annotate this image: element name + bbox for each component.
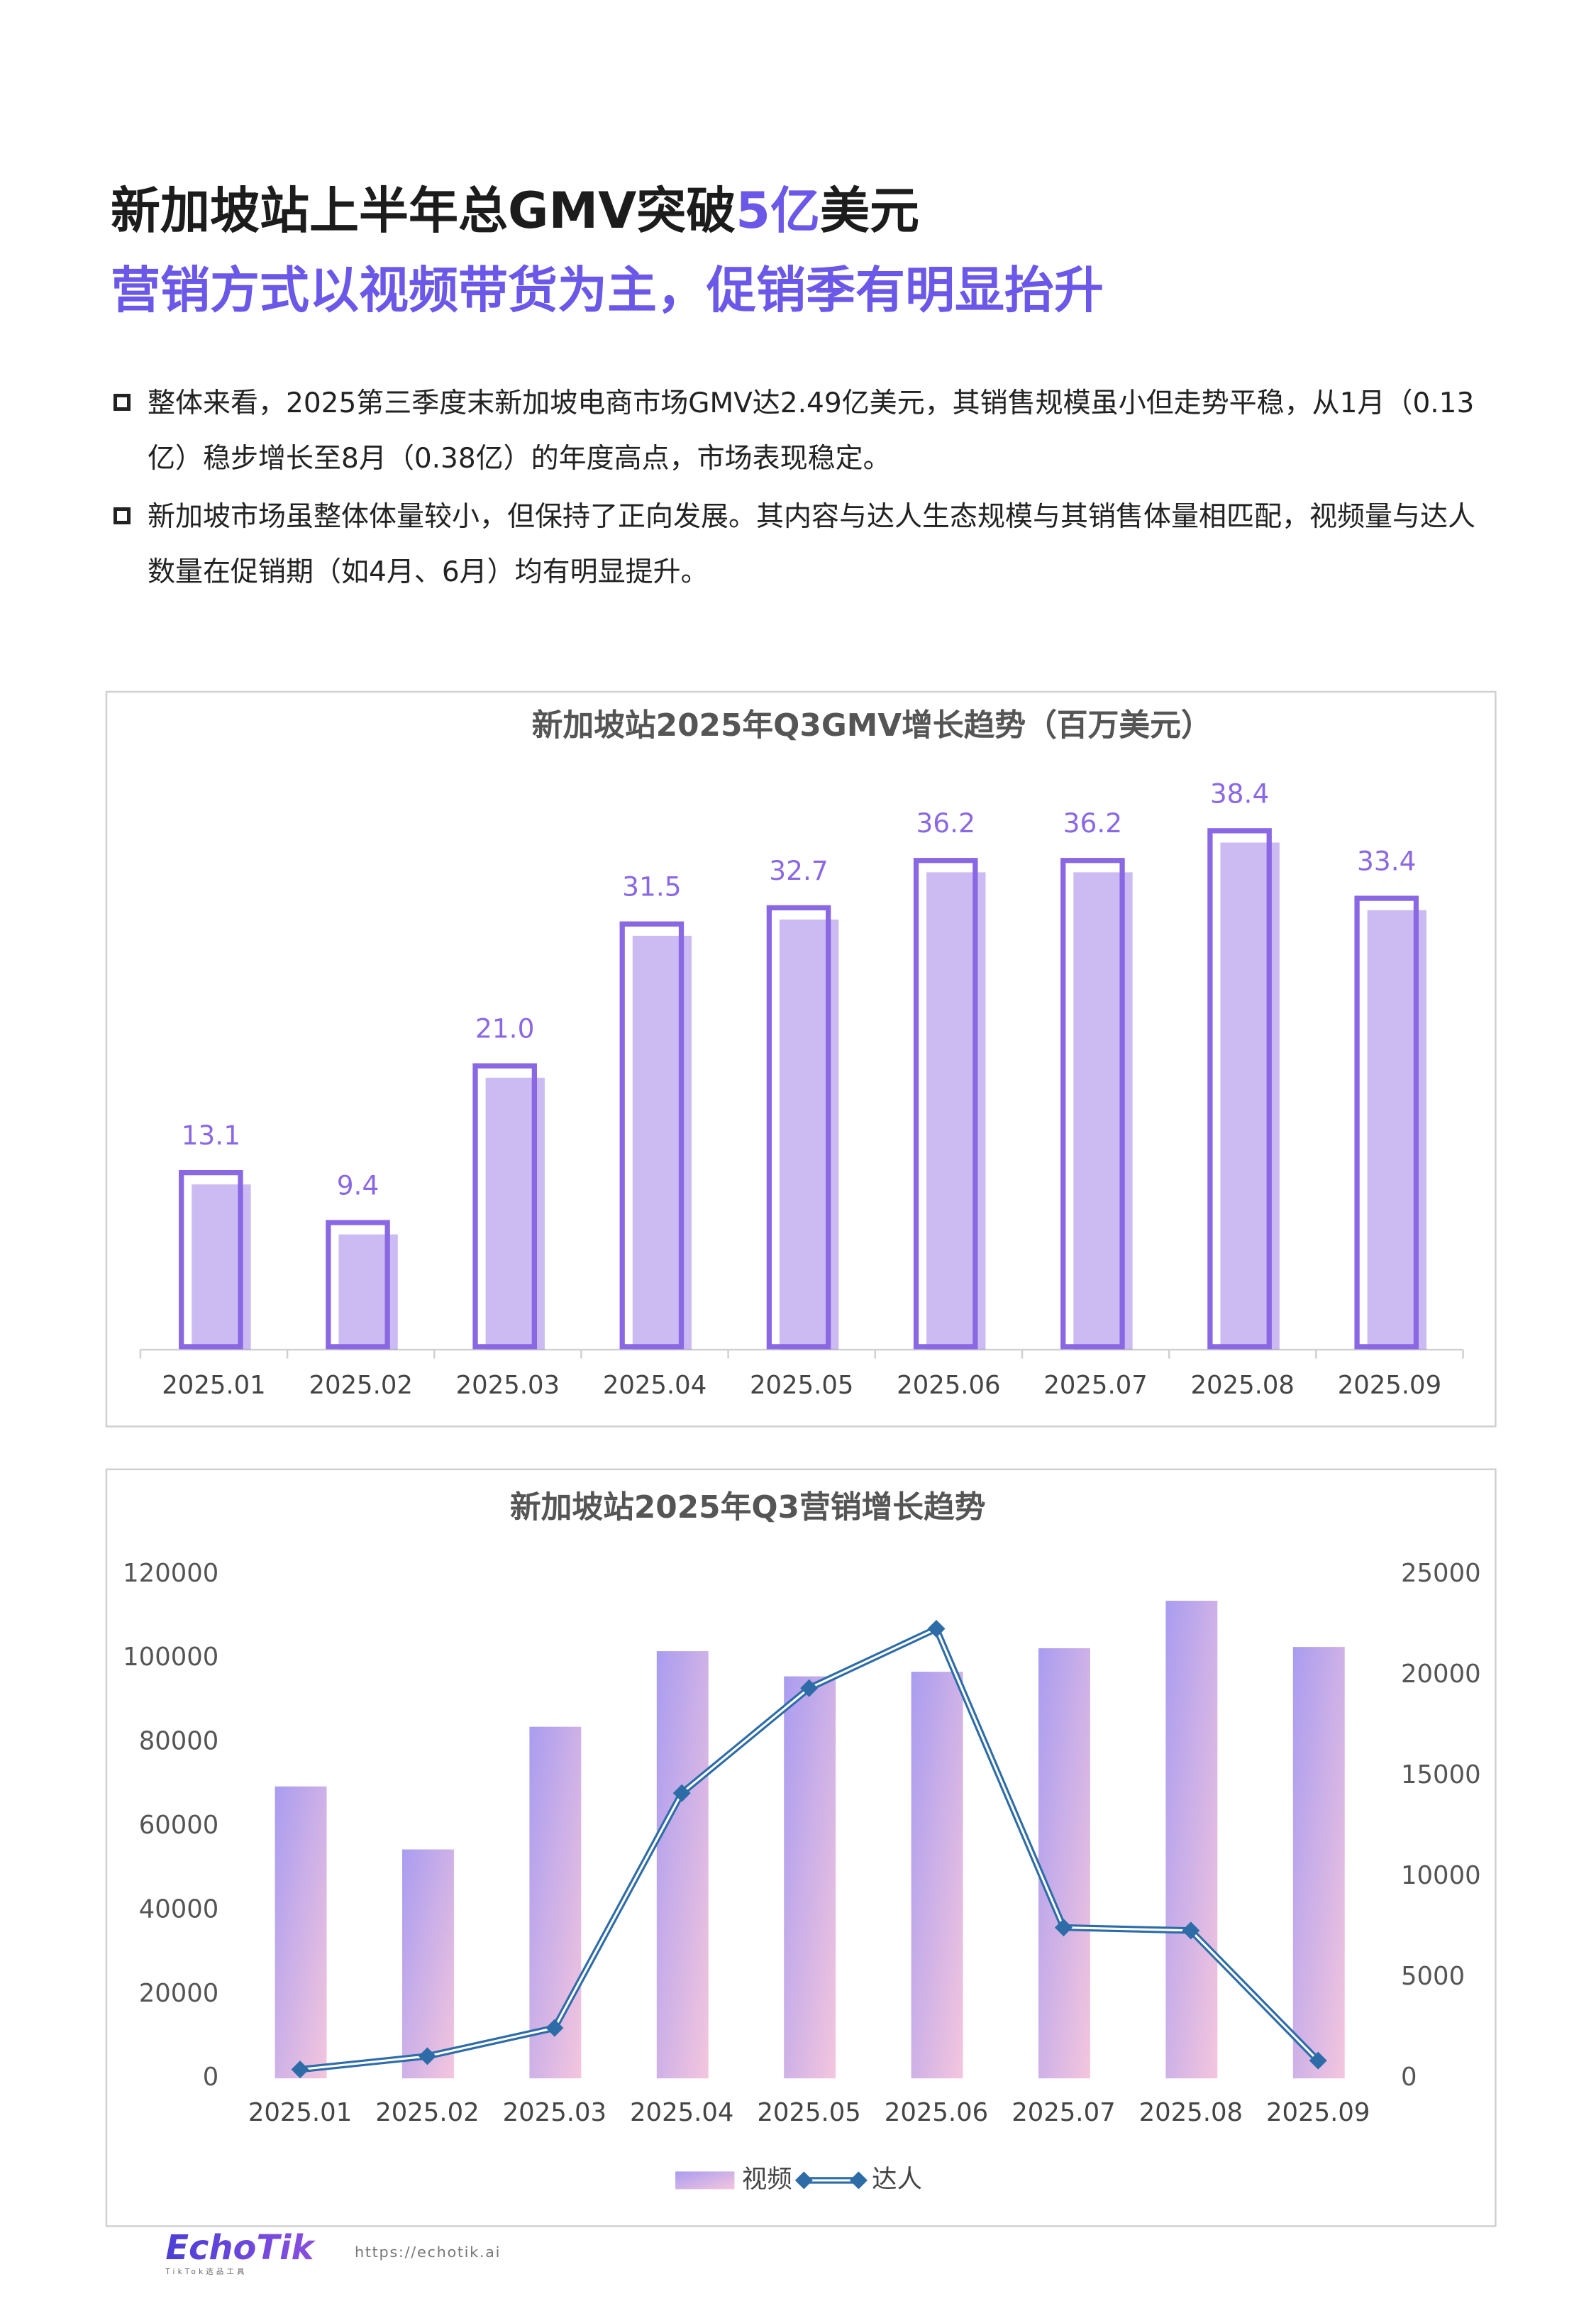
bullet: 整体来看，2025第三季度末新加坡电商市场GMV达2.49亿美元，其销售规模虽小… [113, 376, 1492, 487]
subtitle: 营销方式以视频带货为主，促销季有明显抬升 [111, 261, 1104, 319]
logo: EchoTik [165, 2229, 316, 2268]
y2-tick-label: 20000 [1401, 1660, 1481, 1689]
value-label: 31.5 [622, 871, 681, 903]
title-part: 美元 [820, 182, 920, 240]
legend-label: 视频 [742, 2165, 792, 2194]
value-label: 32.7 [769, 855, 829, 886]
url: https://echotik.ai [355, 2244, 501, 2261]
x-tick-label: 2025.07 [1043, 1371, 1147, 1400]
x-tick-label: 2025.06 [897, 1371, 1000, 1400]
legend-marker [794, 2171, 813, 2190]
point [1182, 1921, 1200, 1940]
bar-outline [1207, 828, 1272, 1350]
x-tick-label: 2025.01 [162, 1371, 265, 1400]
legend-swatch [675, 2171, 735, 2190]
x-tick-label: 2025.08 [1191, 1371, 1295, 1400]
point [1309, 2051, 1327, 2070]
x-tick-label: 2025.01 [248, 2098, 352, 2127]
bar-outline [1060, 858, 1125, 1350]
point [672, 1784, 691, 1802]
y2-tick-label: 25000 [1401, 1559, 1481, 1588]
x-tick-label: 2025.02 [375, 2098, 479, 2127]
y2-tick-label: 0 [1401, 2063, 1417, 2092]
x-tick-label: 2025.06 [885, 2098, 988, 2127]
bar-outline [766, 905, 831, 1350]
bar-outline [472, 1063, 538, 1350]
x-tick-label: 2025.03 [456, 1371, 560, 1400]
bar-outline [326, 1220, 390, 1350]
x-tick-label: 2025.07 [1012, 2098, 1115, 2127]
y2-tick-label: 5000 [1401, 1962, 1465, 1991]
x-tick-label: 2025.05 [757, 2098, 860, 2127]
bar [911, 1672, 963, 2079]
point [291, 2060, 309, 2079]
bar [656, 1651, 709, 2079]
y-tick-label: 20000 [139, 1979, 219, 2008]
x-tick-label: 2025.02 [309, 1371, 412, 1400]
bar [275, 1786, 327, 2079]
bar [1165, 1601, 1218, 2079]
y-tick-label: 60000 [139, 1811, 219, 1840]
x-tick-label: 2025.09 [1266, 2098, 1370, 2127]
x-tick-label: 2025.04 [603, 1371, 706, 1400]
bar-outline [1354, 895, 1419, 1350]
point [927, 1619, 946, 1638]
value-label: 13.1 [182, 1120, 240, 1151]
chart-frame [105, 690, 1497, 1428]
y-tick-label: 80000 [139, 1727, 219, 1756]
x-tick-label: 2025.08 [1139, 2098, 1243, 2127]
value-label: 9.4 [337, 1170, 379, 1201]
x-tick-label: 2025.03 [503, 2098, 606, 2127]
logo-tagline: TikTok选品工具 [165, 2267, 247, 2276]
point [1054, 1919, 1073, 1937]
value-label: 21.0 [475, 1013, 534, 1044]
y-tick-label: 120000 [123, 1559, 218, 1588]
y2-tick-label: 10000 [1401, 1861, 1481, 1890]
y-tick-label: 0 [203, 2063, 219, 2092]
legend-marker [849, 2171, 868, 2190]
value-label: 36.2 [916, 807, 975, 839]
bar [1292, 1647, 1345, 2079]
x-tick-label: 2025.09 [1338, 1371, 1441, 1400]
title-highlight: 5亿 [736, 182, 821, 240]
bar [784, 1676, 836, 2079]
bar-outline [913, 858, 978, 1350]
y-tick-label: 40000 [139, 1894, 219, 1924]
chart-frame [105, 1468, 1497, 2227]
legend-label: 达人 [872, 2165, 922, 2194]
y-tick-label: 100000 [123, 1643, 218, 1672]
point [800, 1679, 819, 1697]
x-tick-label: 2025.04 [630, 2098, 733, 2127]
bar [402, 1849, 454, 2079]
bar-outline [619, 921, 685, 1350]
title-part: 新加坡站上半年总GMV突破 [111, 182, 736, 240]
title: 新加坡站上半年总GMV突破5亿美元 [111, 179, 919, 243]
bar-outline [179, 1169, 243, 1350]
value-label: 33.4 [1357, 846, 1417, 877]
chart-title: 新加坡站2025年Q3GMV增长趋势（百万美元） [532, 707, 1212, 744]
point [418, 2047, 436, 2065]
bullet: 新加坡市场虽整体体量较小，但保持了正向发展。其内容与达人生态规模与其销售体量相匹… [113, 490, 1492, 600]
chart-title: 新加坡站2025年Q3营销增长趋势 [510, 1489, 986, 1526]
bar [1038, 1648, 1090, 2079]
value-label: 36.2 [1063, 807, 1123, 839]
y2-tick-label: 15000 [1401, 1760, 1481, 1789]
point [545, 2019, 564, 2037]
x-tick-label: 2025.05 [750, 1371, 853, 1400]
value-label: 38.4 [1210, 778, 1270, 809]
